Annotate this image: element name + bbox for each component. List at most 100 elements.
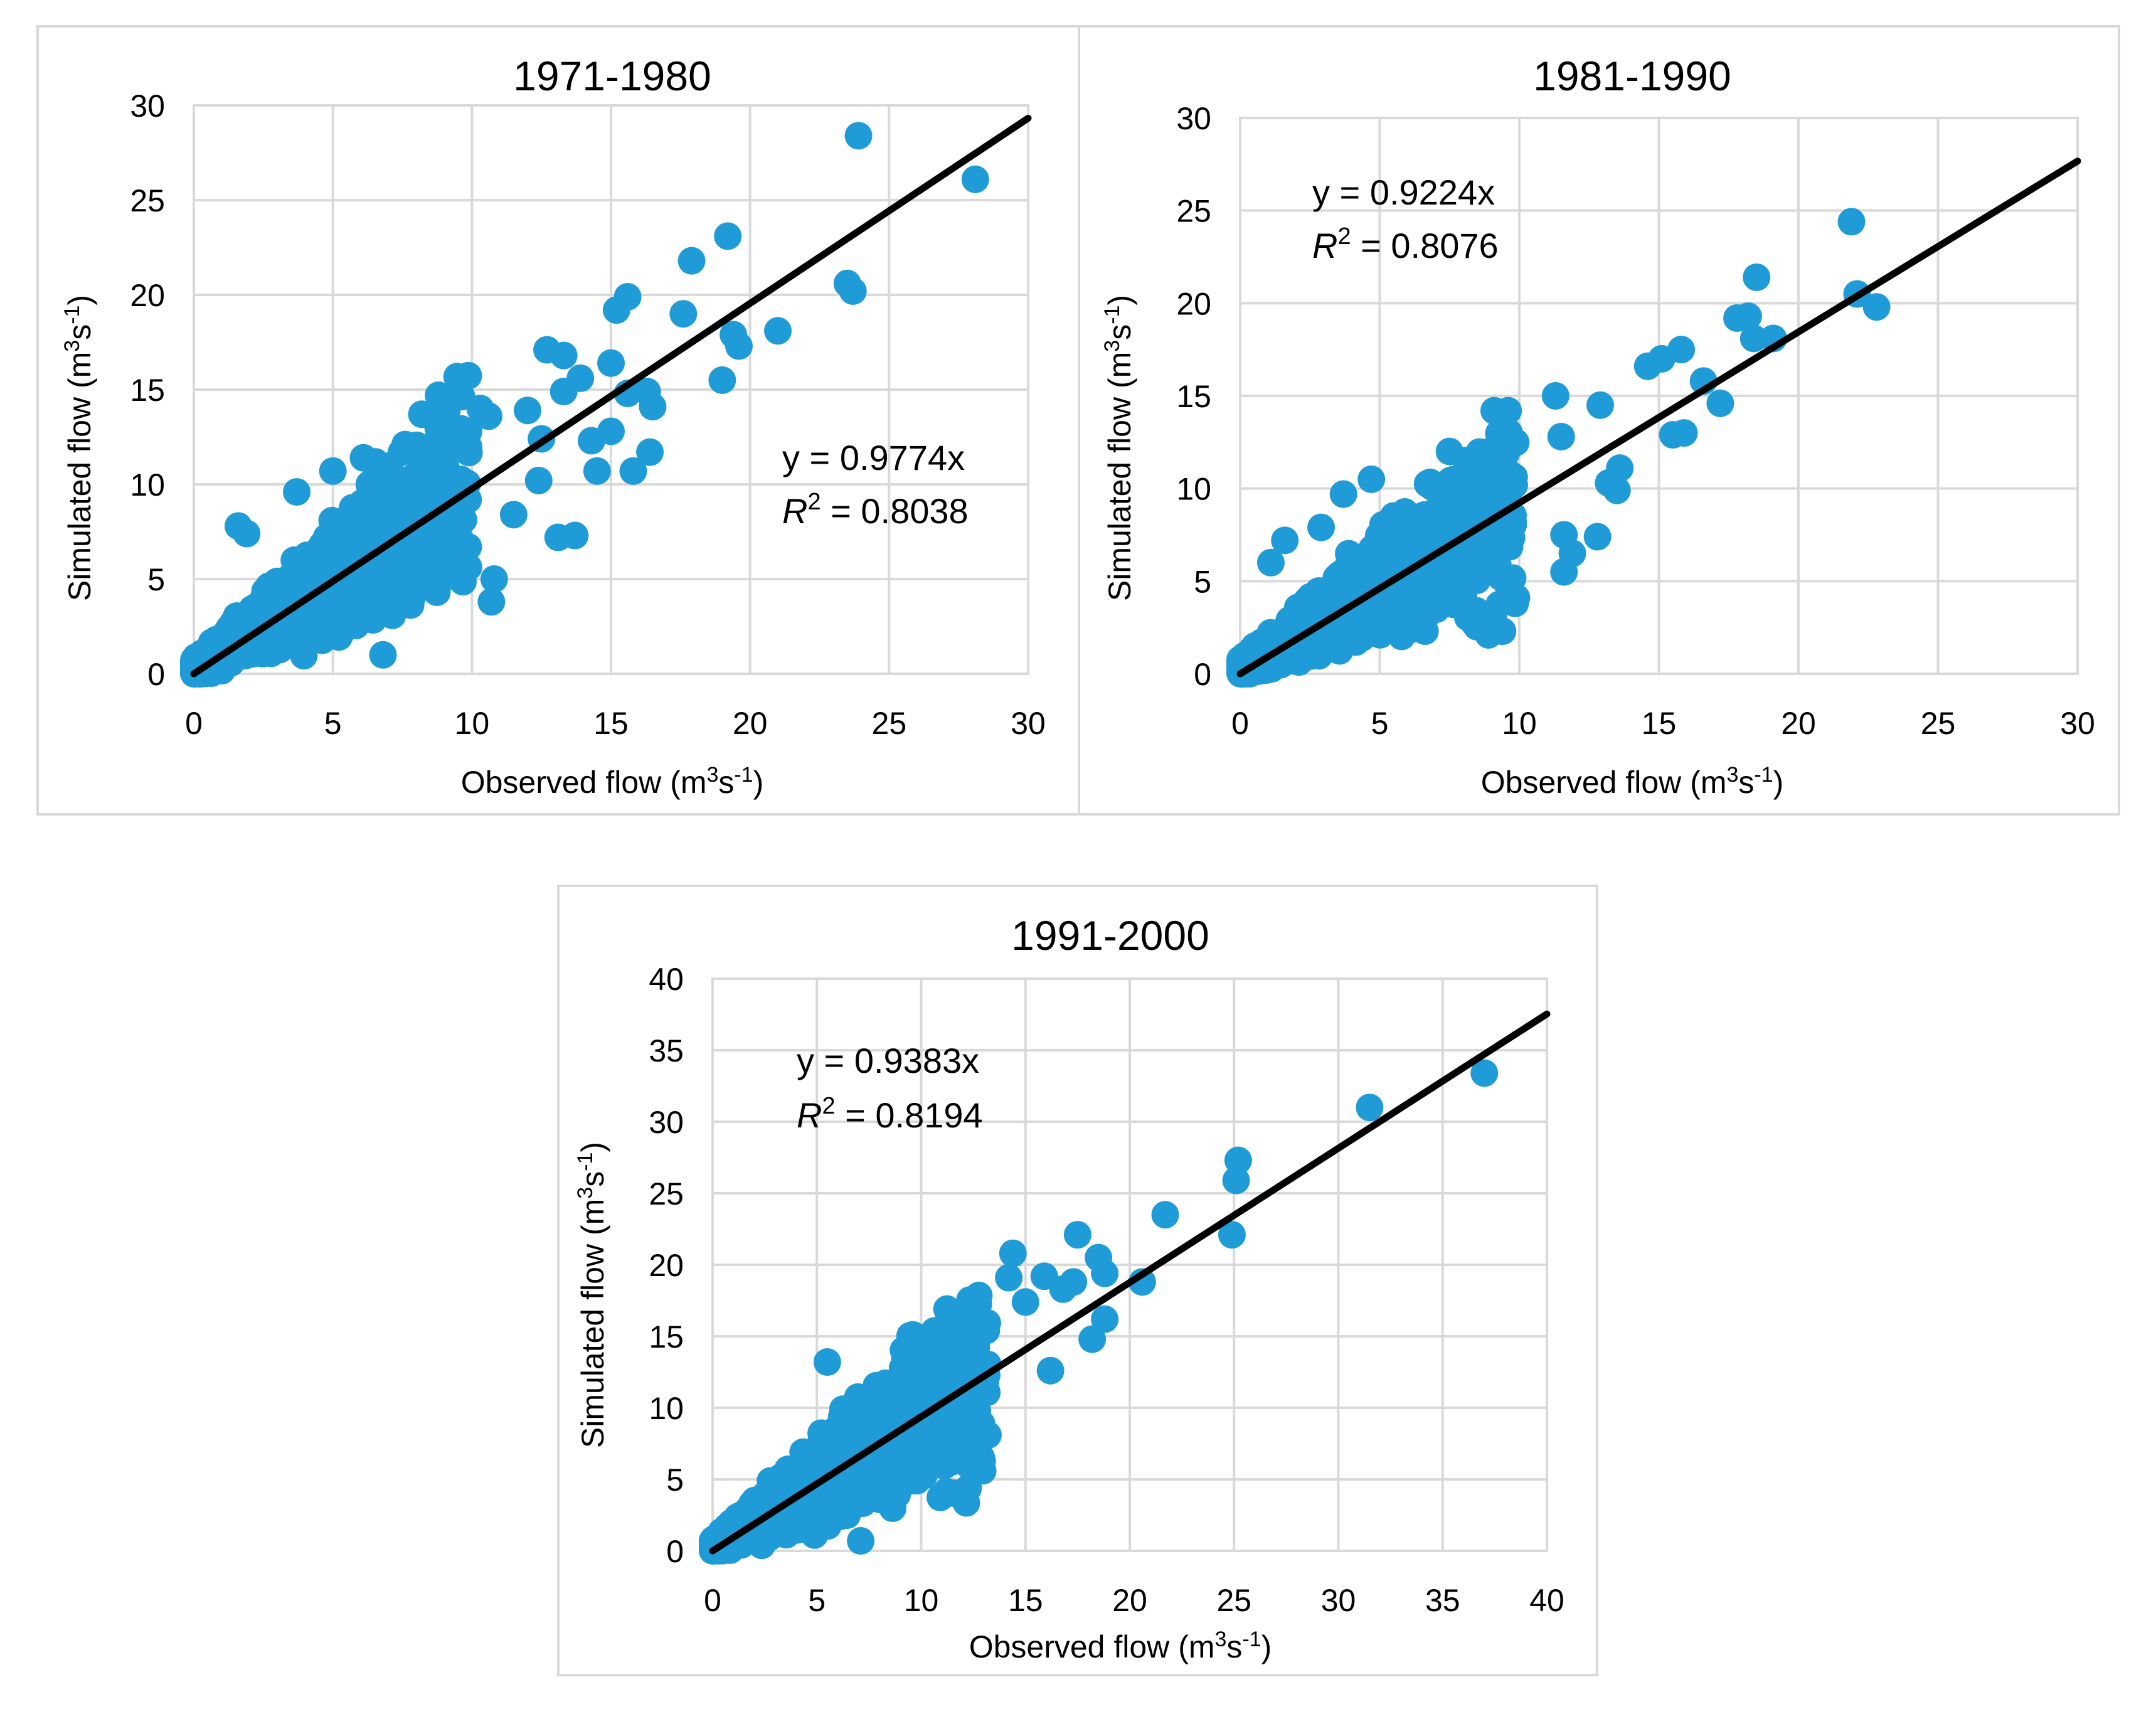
data-point: [1550, 558, 1578, 586]
data-point: [433, 516, 462, 544]
data-point: [499, 501, 528, 529]
data-point: [1036, 1356, 1065, 1385]
plot-area: [193, 104, 1029, 675]
x-tick-label: 5: [324, 706, 342, 741]
data-point: [1224, 1146, 1252, 1174]
chart-panel-1971-1980: 1971-1980 y = 0.9774x R2 = 0.8038 0 5 10 15…: [36, 25, 1085, 816]
chart-title: 1981-1990: [1533, 53, 1731, 99]
data-point: [965, 1281, 993, 1309]
x-tick-label: 0: [1231, 706, 1249, 741]
data-point: [961, 1306, 989, 1334]
data-point: [524, 466, 553, 494]
y-tick-label: 5: [666, 1462, 684, 1498]
x-tick-label: 20: [733, 706, 768, 741]
data-point: [1502, 583, 1531, 612]
data-point: [840, 1488, 868, 1516]
data-point: [1091, 1305, 1119, 1333]
data-point: [1435, 437, 1463, 466]
y-tick-label: 15: [130, 373, 165, 408]
data-point: [349, 444, 378, 472]
x-tick-label: 0: [704, 1583, 721, 1618]
data-point: [602, 296, 630, 324]
scatter-chart-1981-1990: 1981-1990 y = 0.9224x R2 = 0.8076 0 5 10 15…: [1100, 53, 2095, 800]
data-point: [1468, 555, 1497, 583]
data-point: [639, 393, 667, 421]
data-point: [444, 428, 472, 457]
data-point: [424, 472, 452, 500]
x-axis-label: Observed flow (m3s-1): [461, 763, 764, 800]
data-point: [293, 541, 321, 570]
y-axis-label: Simulated flow (m3s-1): [573, 1142, 610, 1448]
y-tick-label: 15: [649, 1319, 684, 1355]
data-point: [1063, 1221, 1091, 1249]
data-point: [1329, 480, 1357, 508]
data-point: [1586, 391, 1615, 419]
data-point: [1436, 467, 1465, 495]
data-point: [342, 611, 370, 639]
data-point: [619, 457, 647, 485]
data-point: [995, 1264, 1023, 1292]
data-point: [474, 402, 502, 430]
data-point: [319, 457, 347, 485]
x-tick-label: 15: [1008, 1583, 1043, 1618]
data-point: [716, 1533, 744, 1561]
data-point: [714, 222, 742, 250]
trend-equation: y = 0.9224x: [1312, 173, 1495, 212]
x-axis-label: Observed flow (m3s-1): [969, 1627, 1272, 1664]
data-point: [1271, 526, 1299, 555]
data-point: [514, 397, 541, 425]
data-point: [778, 1504, 807, 1533]
data-point: [1307, 513, 1336, 541]
data-point: [1493, 469, 1521, 497]
y-tick-label: 10: [649, 1391, 684, 1426]
trendline: [709, 1010, 1551, 1555]
trend-equation: y = 0.9383x: [797, 1041, 979, 1080]
x-tick-label: 20: [1781, 706, 1816, 741]
data-point: [1222, 1166, 1250, 1195]
r-squared: R2 = 0.8076: [1312, 223, 1499, 265]
r-squared: R2 = 0.8038: [782, 489, 969, 531]
data-point: [1541, 382, 1569, 410]
data-point: [1438, 523, 1467, 551]
y-tick-label: 30: [649, 1105, 684, 1140]
data-point: [1347, 615, 1375, 643]
x-tick-label: 0: [185, 706, 203, 741]
data-point: [597, 417, 625, 445]
x-tick-label: 10: [1502, 706, 1537, 741]
data-point: [669, 300, 698, 328]
x-tick-label: 30: [1011, 706, 1046, 741]
y-tick-label: 30: [1176, 101, 1211, 136]
data-point: [454, 361, 482, 390]
data-point: [561, 521, 589, 550]
x-tick-label: 15: [593, 706, 629, 741]
data-point: [999, 1239, 1027, 1267]
data-point: [361, 483, 389, 511]
y-tick-label: 35: [649, 1033, 684, 1068]
data-point: [1739, 324, 1768, 353]
r-squared: R2 = 0.8194: [797, 1093, 983, 1135]
data-point: [550, 378, 578, 406]
data-point: [834, 1422, 863, 1451]
data-point: [1441, 498, 1469, 526]
trendline: [1236, 157, 2081, 678]
data-point: [309, 624, 337, 652]
data-point: [425, 550, 454, 578]
data-point: [233, 519, 261, 548]
data-point: [402, 528, 430, 556]
data-point: [1218, 1221, 1246, 1249]
y-tick-label: 20: [649, 1248, 684, 1283]
data-point: [932, 1311, 960, 1339]
x-tick-label: 25: [872, 706, 907, 741]
data-point: [1470, 1059, 1499, 1087]
x-tick-label: 5: [808, 1583, 826, 1618]
data-point: [943, 1447, 971, 1475]
x-tick-label: 20: [1112, 1583, 1147, 1618]
trendline: [190, 114, 1032, 678]
data-point: [1743, 263, 1771, 291]
data-point: [677, 247, 706, 275]
scatter-chart-1971-1980: 1971-1980 y = 0.9774x R2 = 0.8038 0 5 10 15…: [60, 53, 1046, 800]
data-point: [1059, 1268, 1088, 1296]
data-point: [636, 438, 664, 466]
y-tick-label: 30: [130, 88, 165, 124]
y-tick-label: 0: [147, 657, 165, 692]
